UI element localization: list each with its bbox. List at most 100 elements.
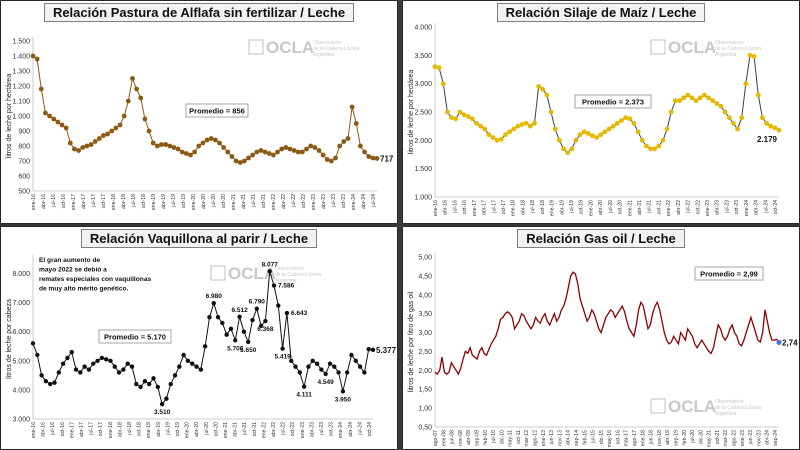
x-tick-label: ene-23: [300, 422, 306, 438]
data-point: [117, 122, 123, 128]
data-point: [602, 129, 608, 135]
x-tick-label: jul-21: [647, 200, 653, 214]
data-point: [237, 314, 242, 320]
y-tick-label: 1.400: [12, 54, 30, 61]
data-point: [623, 115, 629, 121]
last-data-point: [776, 339, 782, 345]
data-point: [735, 126, 740, 132]
data-point: [138, 95, 144, 101]
panel-silaje: Relación Silaje de Maíz / Leche OCLA Obse…: [403, 1, 799, 223]
data-point: [121, 113, 127, 119]
data-point: [200, 140, 206, 146]
x-tick-label: oct-24: [367, 422, 373, 437]
y-tick-label: 4,00: [418, 292, 432, 299]
data-point: [130, 76, 135, 81]
data-point: [536, 84, 542, 89]
data-point: [47, 113, 52, 119]
data-point: [101, 133, 106, 138]
average-box: [574, 94, 652, 109]
data-point: [320, 152, 326, 158]
x-tick-label: may-16: [607, 430, 613, 447]
average-label: Promedio = 856: [189, 106, 245, 115]
data-point: [614, 120, 620, 126]
data-point: [84, 143, 90, 149]
x-tick-label: oct-22: [301, 194, 307, 209]
data-point: [341, 139, 347, 144]
x-tick-label: ene-18: [511, 200, 517, 216]
data-point: [86, 367, 92, 372]
data-point: [159, 142, 164, 147]
data-point: [105, 131, 111, 137]
data-point: [714, 101, 720, 106]
x-tick-label: nov-23: [756, 430, 762, 446]
data-point: [314, 361, 320, 366]
x-tick-label: ene-21: [627, 200, 633, 216]
data-point: [344, 370, 350, 375]
data-point: [91, 361, 96, 366]
x-tick-label: abr-17: [79, 422, 85, 437]
x-tick-label: jul-24: [763, 200, 769, 214]
x-tick-label: may-21: [707, 430, 713, 447]
data-point: [457, 109, 463, 115]
data-point: [366, 346, 371, 352]
data-point: [194, 364, 199, 369]
data-point: [590, 133, 595, 139]
chart-title-silaje: Relación Silaje de Maíz / Leche: [496, 3, 706, 22]
x-tick-label: ene-19: [146, 422, 152, 438]
x-tick-label: feb-20: [682, 430, 688, 445]
watermark-logo-icon: [650, 398, 666, 414]
watermark-line2: de la Cadena Láctea: [275, 272, 321, 278]
x-tick-label: oct-22: [290, 422, 296, 437]
x-tick-label: ene-17: [69, 422, 75, 438]
data-point: [181, 352, 186, 358]
data-point: [710, 98, 716, 104]
data-point: [772, 125, 778, 131]
x-tick-label: abr-19: [559, 200, 565, 215]
data-point: [217, 140, 222, 146]
data-point: [60, 361, 66, 366]
x-tick-label: abr-22: [281, 194, 287, 209]
x-tick-label: oct-18: [137, 422, 143, 437]
data-point: [299, 149, 305, 155]
data-point: [215, 314, 221, 320]
data-point: [220, 320, 225, 326]
data-point: [39, 373, 44, 378]
data-point: [310, 358, 315, 364]
data-point: [635, 129, 641, 135]
x-tick-label: ene-24: [744, 200, 750, 216]
x-tick-label: jul-23: [319, 422, 325, 436]
data-point: [280, 346, 285, 351]
panel-alfalfa: Relación Pastura de Alflafa sin fertiliz…: [1, 1, 397, 223]
y-tick-label: 3.500: [414, 53, 432, 60]
data-point: [95, 358, 100, 364]
x-tick-label: jul-17: [91, 194, 97, 208]
watermark-line1: Observatorio: [313, 40, 342, 46]
x-tick-label: abr-17: [81, 194, 87, 209]
data-label: 4.549: [318, 379, 335, 386]
x-tick-label: mar-22: [723, 430, 729, 447]
data-point: [319, 367, 324, 372]
data-point: [672, 98, 678, 104]
watermark-brand: OCLA: [668, 38, 716, 57]
note-text-line: remates especiales con vaquillonas: [39, 276, 151, 283]
data-label: 3.510: [154, 409, 171, 416]
watermark-logo-icon: [650, 39, 666, 55]
data-point: [722, 109, 728, 115]
data-label: 6.980: [206, 293, 223, 300]
x-tick-label: ene-20: [191, 194, 197, 210]
data-point: [125, 361, 130, 366]
data-point: [283, 145, 289, 150]
y-tick-label: 3,50: [418, 311, 432, 318]
y-tick-label: 4.000: [12, 387, 30, 394]
data-point: [370, 347, 376, 353]
data-point: [718, 103, 724, 109]
data-point: [436, 65, 442, 71]
data-point: [474, 120, 479, 126]
data-point: [267, 269, 272, 274]
data-point: [445, 109, 450, 115]
x-tick-label: jul-16: [452, 200, 458, 214]
watermark-line3: Argentina: [715, 411, 737, 417]
data-point: [179, 149, 185, 155]
x-tick-label: jul-20: [211, 194, 217, 208]
